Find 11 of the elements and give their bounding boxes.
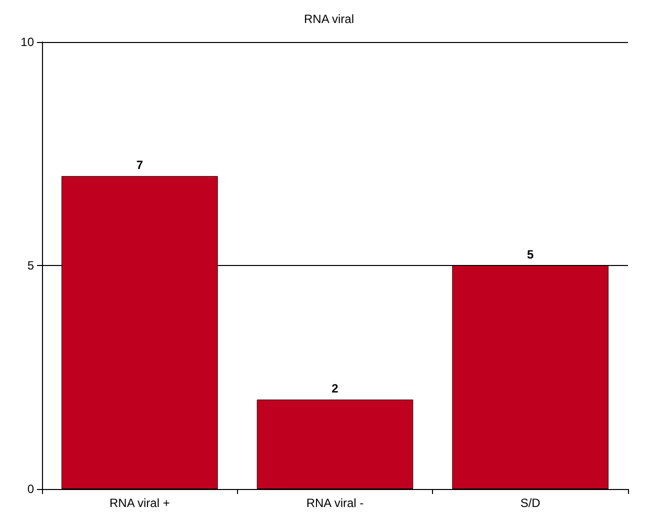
y-tick-label: 0 (27, 482, 34, 496)
x-tick-label: RNA viral - (306, 496, 364, 510)
y-tick-label: 5 (27, 258, 34, 272)
data-label: 2 (332, 382, 339, 396)
y-tick-label: 10 (20, 35, 34, 49)
chart-title: RNA viral (304, 12, 354, 26)
bar (256, 400, 414, 489)
data-label: 5 (526, 248, 534, 262)
x-tick-label: RNA viral + (109, 496, 170, 510)
data-label: 7 (136, 158, 144, 172)
x-tick-label: S/D (520, 496, 541, 510)
